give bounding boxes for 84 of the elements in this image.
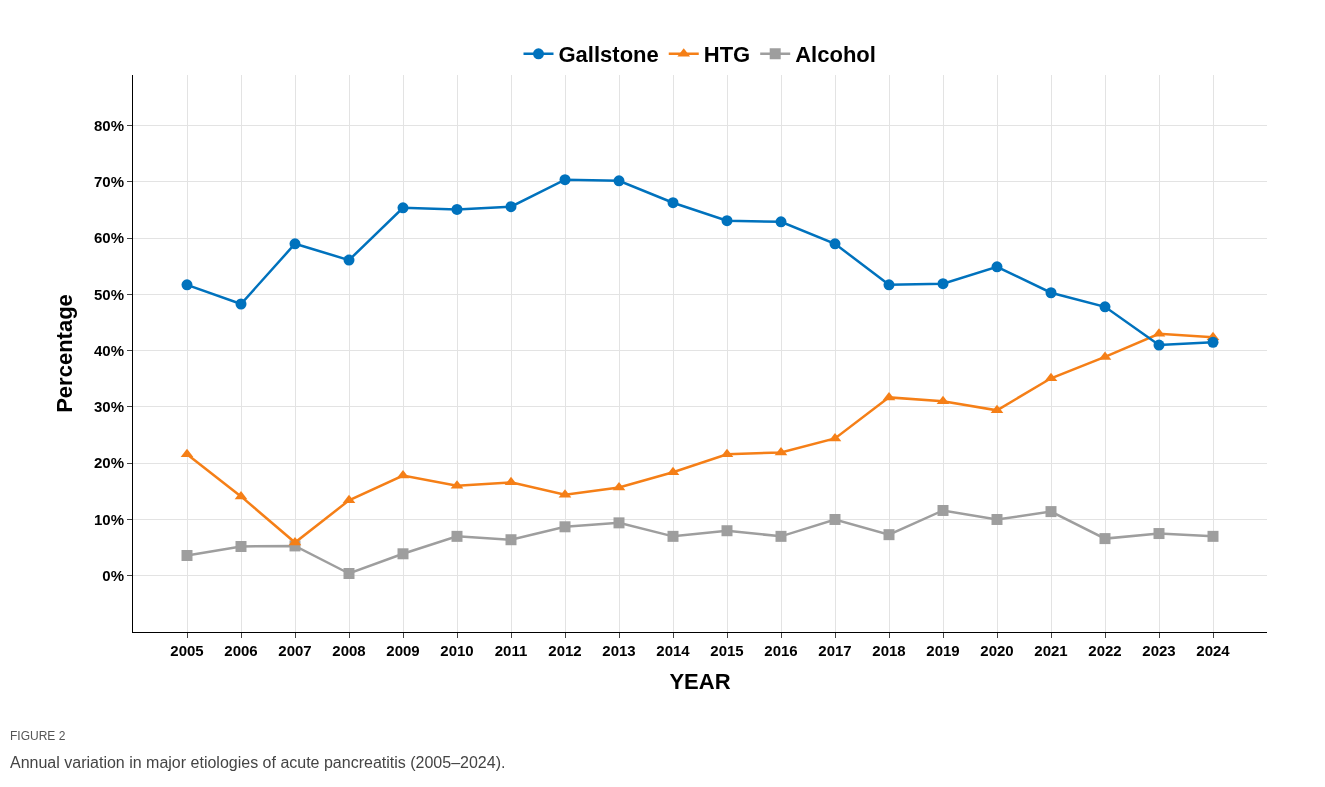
y-tick-label: 10% bbox=[93, 510, 124, 528]
y-tick-label: 20% bbox=[93, 454, 124, 472]
point bbox=[1045, 506, 1057, 518]
legend-label: HTG bbox=[703, 42, 751, 68]
point bbox=[883, 279, 895, 291]
y-tick-label: 50% bbox=[93, 285, 124, 303]
point bbox=[883, 529, 895, 541]
point bbox=[721, 215, 733, 227]
point bbox=[397, 548, 409, 560]
point bbox=[343, 567, 355, 579]
point bbox=[289, 238, 301, 250]
x-axis-title: YEAR bbox=[669, 668, 731, 694]
point bbox=[1207, 336, 1219, 348]
point bbox=[505, 201, 517, 213]
point bbox=[991, 513, 1003, 525]
x-tick-label: 2016 bbox=[764, 642, 798, 659]
point bbox=[397, 202, 409, 214]
y-axis-title: Percentage bbox=[51, 294, 77, 413]
point bbox=[990, 404, 1004, 414]
point bbox=[612, 481, 626, 491]
y-tick-label: 80% bbox=[93, 116, 124, 134]
point bbox=[936, 395, 950, 405]
point bbox=[451, 530, 463, 542]
point bbox=[937, 278, 949, 290]
y-tick-label: 40% bbox=[93, 341, 124, 359]
point bbox=[181, 279, 193, 291]
x-tick-label: 2011 bbox=[494, 642, 528, 659]
point bbox=[234, 490, 248, 500]
point bbox=[1099, 533, 1111, 545]
point bbox=[775, 216, 787, 228]
point bbox=[504, 476, 518, 486]
legend-label: Gallstone bbox=[558, 42, 659, 68]
x-tick-label: 2020 bbox=[980, 642, 1014, 659]
x-tick-label: 2024 bbox=[1196, 642, 1231, 659]
point bbox=[613, 517, 625, 529]
point bbox=[721, 525, 733, 537]
x-tick-label: 2023 bbox=[1142, 642, 1176, 659]
x-tick-label: 2009 bbox=[386, 642, 420, 659]
point bbox=[451, 203, 463, 215]
point bbox=[559, 521, 571, 533]
point bbox=[1153, 339, 1165, 351]
x-tick-label: 2008 bbox=[332, 642, 366, 659]
y-tick-label: 0% bbox=[102, 566, 124, 584]
x-tick-label: 2010 bbox=[440, 642, 474, 659]
legend-label: Alcohol bbox=[795, 42, 876, 68]
point bbox=[1099, 301, 1111, 313]
x-tick-label: 2014 bbox=[656, 642, 691, 659]
y-tick-label: 60% bbox=[93, 229, 124, 247]
text: Annual variation in major etiologies of acute pancreatitis (2005–2024). bbox=[10, 754, 506, 771]
point bbox=[1045, 287, 1057, 299]
point bbox=[829, 513, 841, 525]
x-tick-label: 2013 bbox=[602, 642, 636, 659]
point bbox=[1207, 530, 1219, 542]
point bbox=[828, 432, 842, 442]
point bbox=[882, 391, 896, 401]
x-tick-label: 2007 bbox=[278, 642, 312, 659]
point bbox=[775, 530, 787, 542]
y-tick-label: 30% bbox=[93, 398, 124, 416]
point bbox=[937, 504, 949, 516]
point bbox=[559, 174, 571, 186]
point bbox=[1153, 528, 1165, 540]
point bbox=[667, 197, 679, 209]
caption: FIGURE 2 bbox=[10, 729, 66, 743]
x-tick-label: 2022 bbox=[1088, 642, 1122, 659]
y-tick-label: 70% bbox=[93, 173, 124, 191]
x-tick-label: 2015 bbox=[710, 642, 744, 659]
point bbox=[667, 530, 679, 542]
point bbox=[829, 238, 841, 250]
x-tick-label: 2021 bbox=[1034, 642, 1068, 659]
x-tick-label: 2019 bbox=[926, 642, 960, 659]
x-tick-label: 2012 bbox=[548, 642, 582, 659]
point bbox=[343, 254, 355, 266]
point bbox=[1044, 372, 1058, 382]
x-tick-label: 2018 bbox=[872, 642, 906, 659]
point bbox=[235, 540, 247, 552]
point bbox=[991, 261, 1003, 273]
point bbox=[235, 298, 247, 310]
x-tick-label: 2017 bbox=[818, 642, 852, 659]
x-tick-label: 2006 bbox=[224, 642, 258, 659]
point bbox=[342, 494, 356, 504]
point bbox=[505, 534, 517, 546]
point bbox=[181, 549, 193, 561]
x-tick-label: 2005 bbox=[170, 642, 204, 659]
point bbox=[613, 175, 625, 187]
